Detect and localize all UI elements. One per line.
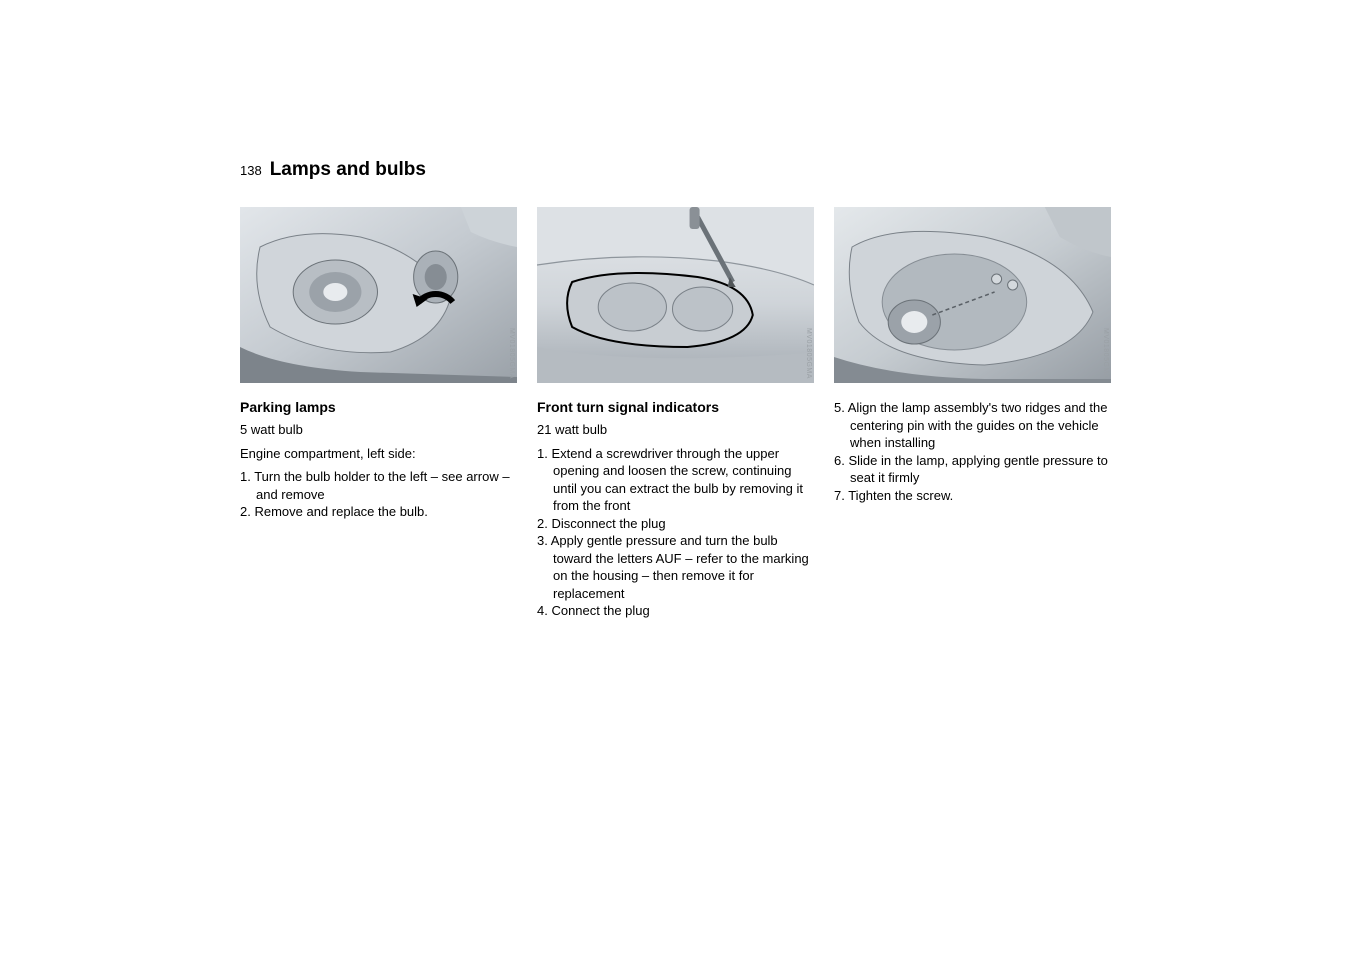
step-item: 1. Turn the bulb holder to the left – se…: [240, 468, 517, 503]
figure-watermark: MV01805GMA: [805, 328, 812, 379]
figure-turn-signal-back: MV01805GMA: [834, 207, 1111, 383]
column-3: MV01805GMA 5. Align the lamp assembly's …: [834, 207, 1111, 620]
step-item: 2. Remove and replace the bulb.: [240, 503, 517, 521]
location-text: Engine compartment, left side:: [240, 445, 517, 463]
step-item: 1. Extend a screwdriver through the uppe…: [537, 445, 814, 515]
page-number: 138: [240, 164, 262, 177]
step-item: 4. Connect the plug: [537, 602, 814, 620]
bulb-spec-parking: 5 watt bulb: [240, 421, 517, 439]
bulb-spec-turn-signal: 21 watt bulb: [537, 421, 814, 439]
figure-parking-lamps: MV01805GMA: [240, 207, 517, 383]
section-title-parking: Parking lamps: [240, 399, 517, 415]
column-1: MV01805GMA Parking lamps 5 watt bulb Eng…: [240, 207, 517, 620]
step-item: 6. Slide in the lamp, applying gentle pr…: [834, 452, 1111, 487]
figure-turn-signal-front: MV01805GMA: [537, 207, 814, 383]
steps-parking: 1. Turn the bulb holder to the left – se…: [240, 468, 517, 521]
step-item: 5. Align the lamp assembly's two ridges …: [834, 399, 1111, 452]
step-item: 3. Apply gentle pressure and turn the bu…: [537, 532, 814, 602]
steps-turn-signal: 1. Extend a screwdriver through the uppe…: [537, 445, 814, 620]
section-title-turn-signal: Front turn signal indicators: [537, 399, 814, 415]
step-item: 7. Tighten the screw.: [834, 487, 1111, 505]
column-2: MV01805GMA Front turn signal indicators …: [537, 207, 814, 620]
figure-watermark: MV01805GMA: [508, 328, 515, 379]
figure-watermark: MV01805GMA: [1102, 328, 1109, 379]
steps-install: 5. Align the lamp assembly's two ridges …: [834, 399, 1111, 504]
page-title: Lamps and bulbs: [270, 160, 426, 179]
step-item: 2. Disconnect the plug: [537, 515, 814, 533]
